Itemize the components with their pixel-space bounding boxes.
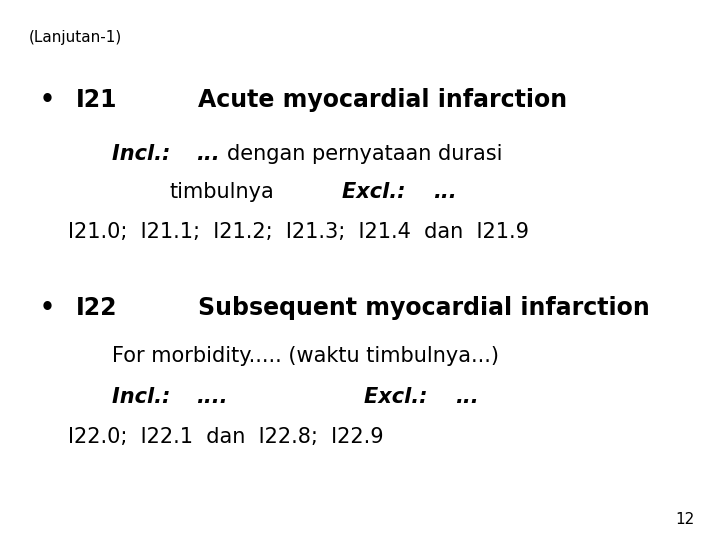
Text: •: • bbox=[40, 88, 55, 112]
Text: Incl.:: Incl.: bbox=[112, 387, 177, 407]
Text: For morbidity..... (waktu timbulnya...): For morbidity..... (waktu timbulnya...) bbox=[112, 346, 498, 367]
Text: Excl.:: Excl.: bbox=[364, 387, 434, 407]
Text: •: • bbox=[40, 296, 55, 320]
Text: (Lanjutan-1): (Lanjutan-1) bbox=[29, 30, 122, 45]
Text: 12: 12 bbox=[675, 511, 695, 526]
Text: Subsequent myocardial infarction: Subsequent myocardial infarction bbox=[198, 296, 649, 320]
Text: ...: ... bbox=[433, 181, 457, 202]
Text: timbulnya: timbulnya bbox=[169, 181, 274, 202]
Text: Excl.:: Excl.: bbox=[342, 181, 413, 202]
Text: ...: ... bbox=[455, 387, 479, 407]
Text: I21: I21 bbox=[76, 88, 117, 112]
Text: dengan pernyataan durasi: dengan pernyataan durasi bbox=[227, 144, 503, 164]
Text: ...: ... bbox=[197, 144, 220, 164]
Text: I21.0;  I21.1;  I21.2;  I21.3;  I21.4  dan  I21.9: I21.0; I21.1; I21.2; I21.3; I21.4 dan I2… bbox=[68, 222, 529, 242]
Text: I22: I22 bbox=[76, 296, 117, 320]
Text: ....: .... bbox=[197, 387, 228, 407]
Text: Acute myocardial infarction: Acute myocardial infarction bbox=[198, 88, 567, 112]
Text: I22.0;  I22.1  dan  I22.8;  I22.9: I22.0; I22.1 dan I22.8; I22.9 bbox=[68, 427, 384, 448]
Text: Incl.:: Incl.: bbox=[112, 144, 177, 164]
